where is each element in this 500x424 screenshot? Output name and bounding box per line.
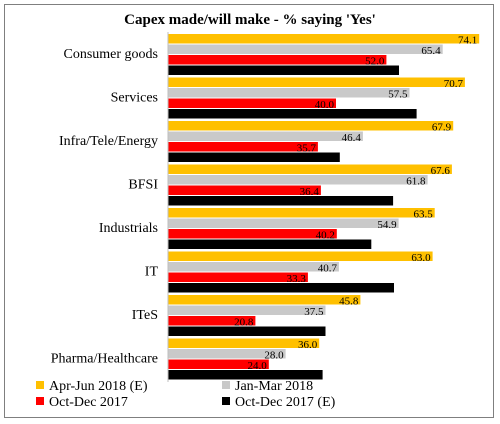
category-label: Pharma/Healthcare: [51, 351, 158, 366]
data-label: 54.9: [377, 219, 397, 231]
data-label: 55.0: [378, 66, 398, 78]
legend-label: Jan-Mar 2018: [235, 379, 313, 394]
bar: [168, 305, 326, 315]
category-label: Services: [111, 90, 158, 105]
data-label: 65.4: [421, 45, 441, 57]
bar: [168, 121, 454, 131]
data-label: 36.8: [301, 371, 321, 383]
data-label: 40.0: [315, 99, 335, 111]
legend-label: Oct-Dec 2017: [49, 395, 128, 410]
legend-label: Oct-Dec 2017 (E): [235, 395, 336, 410]
bar: [168, 98, 336, 108]
bar: [168, 208, 435, 218]
category-label: BFSI: [128, 177, 158, 192]
bar: [168, 88, 410, 98]
data-label: 28.0: [264, 350, 284, 362]
bar: [168, 295, 361, 305]
bar: [168, 229, 337, 239]
legend-swatch: [36, 397, 44, 405]
bar: [168, 370, 323, 380]
bar: [168, 142, 318, 152]
data-label: 67.6: [431, 165, 451, 177]
value-labels: 74.1 65.4 52.055.0 70.7 57.5 40.0 59.2 67.9 46.4…: [234, 35, 477, 383]
bar: [168, 175, 428, 185]
data-label: 59.2: [395, 110, 414, 122]
data-label: 36.0: [298, 339, 318, 351]
bar: [168, 359, 269, 369]
bar: [168, 44, 443, 54]
data-label: 53.8: [373, 284, 393, 296]
data-label: 67.9: [432, 122, 452, 134]
category-label: Consumer goods: [64, 47, 159, 62]
category-label: IT: [145, 264, 159, 279]
bar: [168, 239, 372, 249]
bar: [168, 131, 363, 141]
chart-title: Capex made/will make - % saying 'Yes': [124, 12, 376, 28]
data-label: 46.4: [342, 132, 362, 144]
bar: [168, 349, 286, 359]
bar: [168, 109, 417, 119]
data-label: 24.0: [248, 360, 268, 372]
category-label: Infra/Tele/Energy: [59, 134, 158, 149]
bar: [168, 55, 387, 65]
legend-swatch: [222, 381, 230, 389]
category-label: Industrials: [99, 221, 158, 236]
data-label: 45.8: [339, 296, 359, 308]
bar: [168, 283, 394, 293]
bar: [168, 185, 321, 195]
bar: [168, 316, 256, 326]
data-label: 70.7: [444, 78, 464, 90]
category-labels: Consumer goods Services Infra/Tele/Energy B…: [51, 47, 159, 367]
bar: [168, 262, 339, 272]
bar: [168, 65, 399, 75]
bar: [168, 196, 394, 206]
legend-swatch: [36, 381, 44, 389]
data-label: 52.0: [365, 56, 385, 68]
bar: [168, 77, 465, 87]
bar: [168, 218, 399, 228]
data-label: 63.5: [413, 209, 433, 221]
bar: [168, 152, 340, 162]
data-label: 37.5: [304, 306, 324, 318]
data-label: 35.7: [297, 143, 317, 155]
bar: [168, 34, 480, 44]
data-label: 63.0: [411, 252, 431, 264]
data-label: 40.2: [316, 230, 335, 242]
data-label: 40.9: [319, 153, 339, 165]
bar: [168, 272, 308, 282]
data-label: 40.7: [318, 263, 338, 275]
data-label: 74.1: [458, 35, 477, 47]
bar: [168, 326, 326, 336]
data-label: 36.4: [300, 186, 320, 198]
data-label: 53.6: [372, 197, 392, 209]
data-label: 48.4: [350, 240, 370, 252]
bar: [168, 164, 452, 174]
bar: [168, 338, 320, 348]
category-label: ITeS: [132, 308, 158, 323]
bars: [168, 34, 480, 380]
bar: [168, 251, 433, 261]
data-label: 57.5: [388, 89, 408, 101]
data-label: 33.3: [287, 273, 307, 285]
data-label: 20.8: [234, 317, 254, 329]
legend-label: Apr-Jun 2018 (E): [49, 379, 148, 394]
data-label: 61.8: [406, 176, 426, 188]
data-label: 37.5: [304, 327, 324, 339]
legend-swatch: [222, 397, 230, 405]
